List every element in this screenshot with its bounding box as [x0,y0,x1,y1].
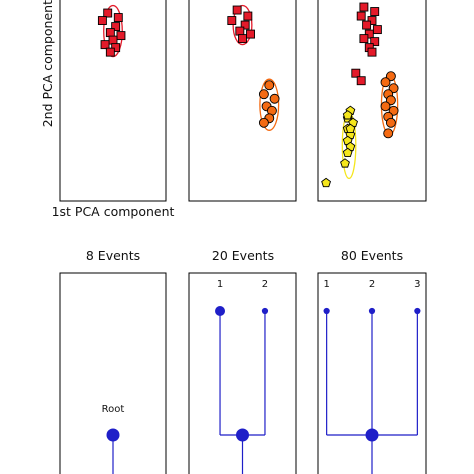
point-yellow-pentagon [321,177,331,188]
point-red-square [370,37,380,47]
point-red-square [105,47,115,57]
tree-leaf-label: 2 [262,279,268,290]
tree-root-label: Root [102,404,125,415]
point-red-square [97,16,107,26]
tree-leaf-label: 1 [217,279,223,290]
point-red-square [227,16,237,26]
point-red-square [243,11,253,21]
point-red-square [111,22,121,32]
point-orange-circle [258,89,269,100]
scatter-panel-2-marks [227,4,280,131]
point-red-square [103,8,113,18]
scatter-panel-2-frame [188,0,297,202]
point-orange-circle [385,117,396,128]
point-red-square [240,20,250,30]
point-red-square [370,7,380,16]
point-red-square [362,20,372,30]
tree-leaf-label: 3 [414,279,420,290]
scatter-panel-3 [317,0,427,202]
tree-root-node [236,428,249,442]
tree-panel-3-title: 80 Events [341,248,403,263]
point-orange-circle [380,101,391,112]
point-orange-circle [258,117,269,128]
point-red-square [100,40,110,50]
scatter-panel-1-marks [97,4,126,58]
tree-leaf-node [215,306,226,316]
point-yellow-pentagon [342,147,353,158]
tree-leaf-node [261,307,269,315]
point-red-square [364,29,374,39]
tree-panel-1-title: 8 Events [86,248,140,263]
tree-leaf-label: 1 [323,279,329,290]
point-red-square [113,13,123,22]
cluster-red-ellipse [232,4,253,46]
point-orange-circle [380,77,391,88]
point-orange-circle [269,93,280,104]
point-red-square [359,34,369,44]
tree-panel-1-frame [59,272,167,474]
cluster-red-ellipse [103,4,123,58]
scatter-panel-1-frame [59,0,167,202]
tree-leaf-label: 2 [369,279,375,290]
point-red-square [359,2,369,12]
point-red-square [111,43,121,53]
scatter-panel-3-frame [317,0,427,202]
point-yellow-pentagon [345,123,356,133]
point-red-square [367,16,377,26]
scatter-panel-1 [59,0,167,202]
point-red-square [108,35,118,45]
cluster-orange-ellipse [259,78,280,131]
point-red-square [238,34,247,44]
tree-leaf-node [414,307,421,315]
tree-panel-3: 80 Events 1 2 3 [317,248,427,474]
point-red-square [235,26,245,36]
y-axis-label: 2nd PCA component [40,0,55,127]
tree-panel-1-marks: Root [102,404,125,474]
point-yellow-pentagon [340,158,350,168]
point-red-square [232,5,242,15]
tree-panel-2-title: 20 Events [212,248,274,263]
point-red-square [372,25,382,35]
point-red-square [246,29,255,39]
scatter-panel-3-marks [321,2,399,188]
point-red-square [351,68,361,78]
point-red-square [367,47,377,57]
x-axis-label: 1st PCA component [52,204,175,219]
tree-leaf-node [368,307,376,315]
tree-panel-2-frame [188,272,297,474]
point-orange-circle [264,80,275,91]
scatter-panel-2 [188,0,297,202]
point-red-square [356,76,366,86]
tree-root-node [365,428,379,442]
point-yellow-pentagon [342,110,353,120]
point-orange-circle [383,128,394,139]
tree-root-node [106,428,120,442]
point-red-square [116,31,126,41]
tree-panel-3-marks: 1 2 3 [323,279,421,474]
point-red-square [356,11,366,21]
tree-panel-1: 8 Events Root [59,248,167,474]
point-red-square [105,28,115,38]
tree-leaf-node [323,307,330,315]
tree-panel-3-frame [317,272,427,474]
